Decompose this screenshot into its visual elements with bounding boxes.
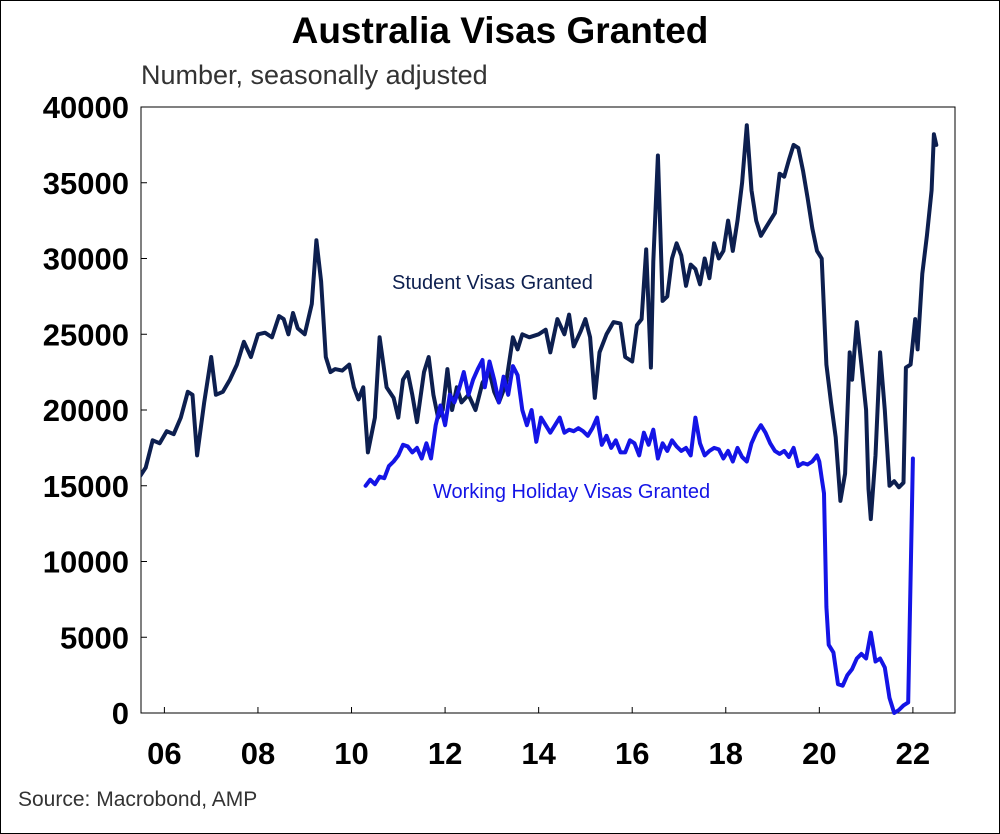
series-line-working-holiday-visas [363,358,915,715]
series-lines [141,123,939,715]
y-tick-label: 0 [112,696,129,731]
x-tick-label: 20 [802,736,836,771]
x-tick-label: 14 [521,736,556,771]
y-tick-label: 25000 [43,317,129,352]
x-tick-label: 08 [241,736,275,771]
axes: 0 5000 10000 15000 20000 25000 30000 35000 40000… [43,90,956,771]
chart-source: Source: Macrobond, AMP [18,788,258,811]
series-line-student-visas [141,123,939,522]
y-tick-label: 15000 [43,469,129,504]
x-tick-label: 06 [147,736,181,771]
y-tick-label: 30000 [43,242,129,277]
x-tick-label: 22 [896,736,930,771]
y-tick-label: 10000 [43,545,129,580]
series-labels: Student Visas Granted Working Holiday Vi… [392,272,710,503]
y-tick-label: 40000 [43,90,129,125]
x-tick-label: 16 [615,736,649,771]
chart-subtitle: Number, seasonally adjusted [141,60,488,90]
x-tick-label: 12 [428,736,462,771]
chart-title: Australia Visas Granted [291,10,709,51]
x-tick-label: 10 [334,736,368,771]
series-label-working-holiday: Working Holiday Visas Granted [433,481,710,503]
y-tick-label: 35000 [43,166,129,201]
x-tick-label: 18 [709,736,743,771]
y-tick-label: 5000 [60,620,129,655]
series-label-student: Student Visas Granted [392,272,593,294]
y-tick-label: 20000 [43,393,129,428]
